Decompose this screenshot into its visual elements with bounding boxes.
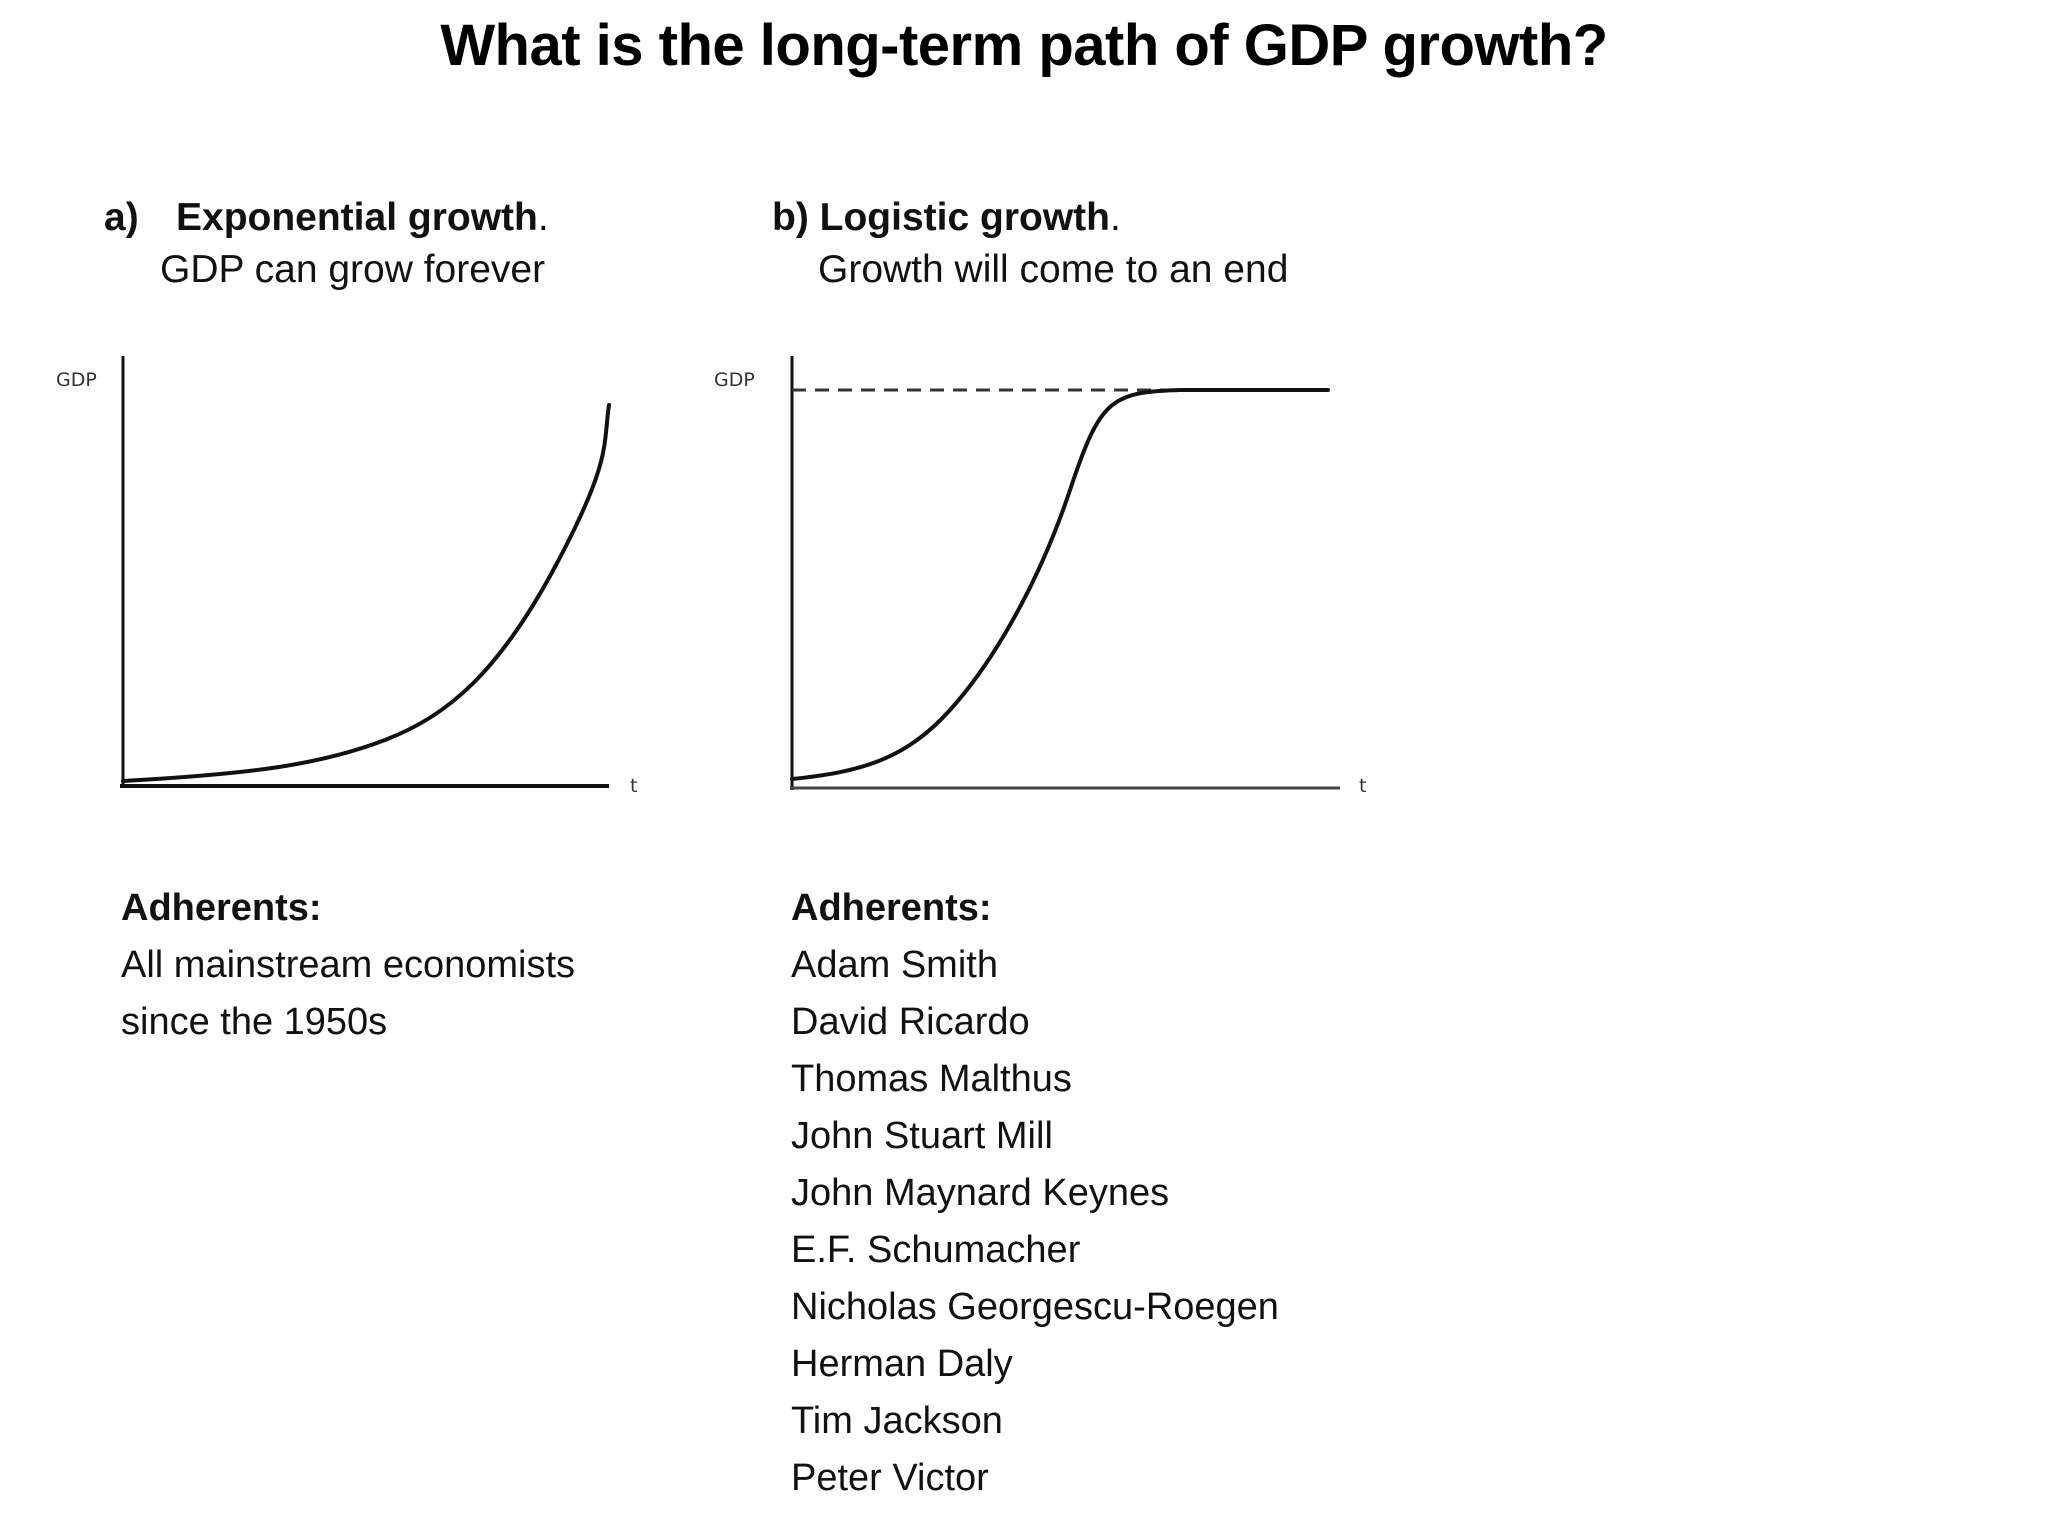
panel-a-label: Exponential growth (176, 196, 538, 239)
adherent-name: E.F. Schumacher (791, 1229, 1081, 1271)
adherent-name: David Ricardo (791, 1001, 1030, 1043)
graph-a-xlabel: t (630, 775, 637, 797)
panel-b-subtitle: Growth will come to an end (818, 248, 1289, 291)
panel-b-label-suffix: . (1109, 196, 1121, 239)
graph-logistic: GDP t (714, 356, 1366, 797)
panel-a-letter: a) (104, 196, 139, 239)
adherent-name: Herman Daly (791, 1343, 1013, 1385)
graph-exponential: GDP t (56, 356, 637, 797)
adherent-name: Nicholas Georgescu-Roegen (791, 1286, 1279, 1328)
graph-b-xlabel: t (1359, 775, 1366, 797)
graph-a-ylabel: GDP (56, 369, 97, 391)
logistic-curve (790, 388, 1330, 781)
panel-b-heading: b) Logistic growth. Growth will come to … (772, 192, 1288, 296)
graph-b-ylabel: GDP (714, 369, 755, 391)
adherent-name: Tim Jackson (791, 1400, 1003, 1442)
panel-b-adherents-heading: Adherents: (791, 887, 992, 929)
adherent-name: Adam Smith (791, 944, 998, 986)
adherent-line: since the 1950s (121, 1001, 388, 1043)
panel-a-label-suffix: . (537, 196, 549, 239)
adherent-name: Thomas Malthus (791, 1058, 1072, 1100)
exponential-curve (121, 403, 611, 783)
panel-a-adherents: Adherents: All mainstream economists sin… (121, 880, 575, 1051)
slide-title: What is the long-term path of GDP growth… (440, 13, 1608, 78)
panel-a-adherents-heading: Adherents: (121, 887, 322, 929)
panel-b-adherents: Adherents: Adam Smith David Ricardo Thom… (791, 880, 1279, 1507)
panel-a-heading: a) Exponential growth. GDP can grow forev… (104, 192, 549, 296)
panel-b-letter: b) (772, 196, 809, 239)
adherent-name: John Maynard Keynes (791, 1172, 1170, 1214)
adherent-name: Peter Victor (791, 1457, 989, 1499)
adherent-name: John Stuart Mill (791, 1115, 1053, 1157)
panel-b-label: Logistic growth (819, 196, 1110, 239)
panel-a-subtitle: GDP can grow forever (160, 248, 546, 291)
adherent-line: All mainstream economists (121, 944, 576, 986)
